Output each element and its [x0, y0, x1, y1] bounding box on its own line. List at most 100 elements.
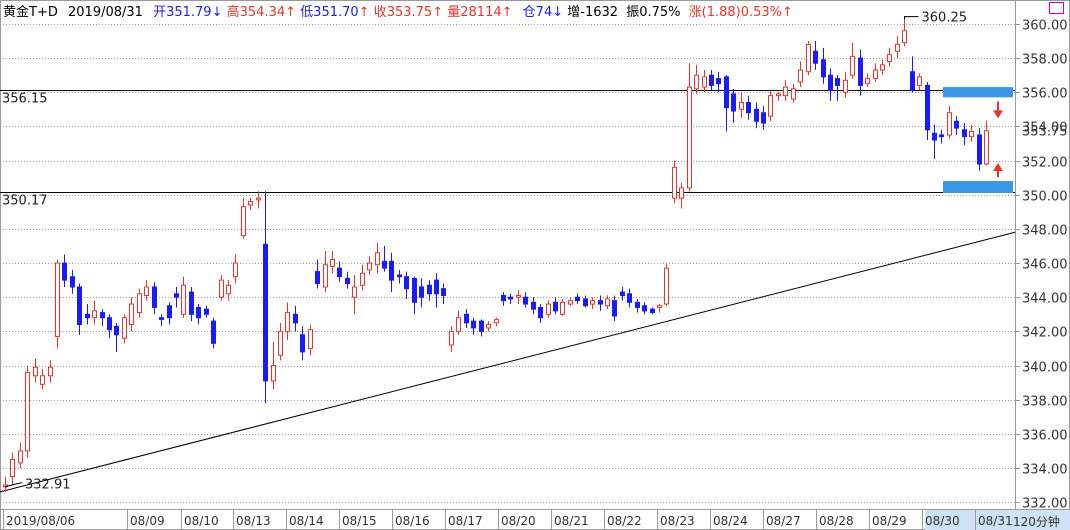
candle-body-up	[219, 279, 224, 298]
candle-body-up	[947, 112, 952, 136]
candle-body-down	[85, 313, 90, 319]
low-arrow: ↑	[359, 5, 370, 20]
y-tick-label: 340.00	[1022, 361, 1068, 376]
y-tick-label: 346.00	[1022, 258, 1068, 273]
candle-body-down	[293, 313, 298, 324]
position-arrow: ↓	[552, 5, 563, 20]
level-label: 350.17	[2, 194, 48, 209]
candle-body-up	[880, 64, 885, 71]
candle-body-down	[427, 284, 432, 295]
candle-body-down	[114, 325, 119, 336]
candle-body-up	[806, 43, 811, 73]
candle-body-down	[761, 112, 766, 124]
candle-body-up	[516, 294, 521, 298]
candle-body-up	[352, 286, 357, 298]
candle-body-up	[323, 264, 328, 288]
candle-body-up	[568, 300, 573, 305]
candle-body-down	[828, 74, 833, 92]
candle-body-down	[471, 320, 476, 329]
candle-body-up	[672, 166, 677, 199]
candle-body-down	[724, 76, 729, 109]
y-tick-label: 358.00	[1022, 53, 1068, 68]
x-tick-label: 2019/08/06	[6, 514, 75, 528]
candle-body-up	[873, 69, 878, 80]
candle-body-up	[798, 69, 803, 83]
candle-body-up	[895, 43, 900, 52]
instrument-name: 黄金T+D	[3, 4, 58, 20]
candle-body-up	[560, 301, 565, 315]
open-value: 开351.79	[153, 5, 212, 20]
x-tick-label: 08/15	[342, 514, 377, 528]
candle-body-down	[196, 306, 201, 319]
x-tick-label: 08/27	[766, 514, 801, 528]
candle-body-up	[783, 86, 788, 97]
x-tick-label: 08/10	[184, 514, 219, 528]
candle-body-down	[100, 312, 105, 319]
candle-body-up	[657, 305, 662, 308]
x-tick-label: 08/22	[607, 514, 642, 528]
candle-body-up	[375, 252, 380, 266]
period-label-bg	[925, 510, 1070, 530]
candle-body-up	[18, 450, 23, 464]
up-arrow-icon	[993, 163, 1003, 172]
candle-body-down	[709, 74, 714, 86]
candle-body-up	[850, 55, 855, 76]
window-toggle-icon[interactable]	[1049, 2, 1064, 14]
close-arrow: ↑	[432, 5, 443, 20]
candle-body-down	[650, 308, 655, 314]
candle-body-down	[635, 301, 640, 308]
candle-body-up	[330, 259, 335, 267]
x-tick-label: 08/21	[554, 514, 589, 528]
increase-value: 增-1632	[567, 5, 618, 20]
candle-body-down	[167, 305, 172, 319]
candle-body-down	[464, 313, 469, 324]
candles	[3, 19, 989, 492]
amplitude-value: 振0.75%	[626, 5, 680, 20]
trendline-path	[0, 231, 1016, 493]
candle-body-up	[129, 303, 134, 326]
candle-body-down	[835, 78, 840, 86]
change-arrow: ↑	[782, 5, 793, 20]
x-tick-label: 08/29	[872, 514, 907, 528]
min-marker-line	[4, 482, 23, 488]
candle-body-up	[33, 366, 38, 377]
candle-body-down	[954, 120, 959, 129]
candle-body-up	[360, 272, 365, 286]
candle-body-up	[241, 206, 246, 237]
candle-body-down	[612, 300, 617, 317]
change-value: 涨(1.88)0.53%	[689, 5, 782, 20]
candle-body-down	[642, 305, 647, 312]
candle-body-up	[865, 78, 870, 85]
high-value: 高354.34	[227, 4, 286, 20]
candle-body-down	[211, 320, 216, 344]
candle-body-down	[62, 262, 67, 281]
candle-body-down	[434, 279, 439, 295]
candle-body-up	[902, 30, 907, 44]
candle-body-down	[404, 276, 409, 290]
x-tick-label: 08/14	[289, 514, 324, 528]
x-tick-label: 08/24	[713, 514, 748, 528]
candle-body-down	[77, 286, 82, 326]
resistance-zone	[943, 87, 1013, 98]
candle-body-down	[337, 267, 342, 278]
period-label[interactable]: 120分钟	[1013, 514, 1060, 529]
candle-body-down	[159, 317, 164, 320]
candle-body-down	[813, 50, 818, 64]
candle-body-down	[977, 134, 982, 165]
y-tick-label: 354.00	[1022, 121, 1068, 136]
candle-body-up	[664, 267, 669, 305]
candle-body-down	[716, 78, 721, 85]
x-tick-label: 08/16	[395, 514, 430, 528]
candle-body-up	[486, 324, 491, 329]
candle-body-down	[189, 291, 194, 315]
candle-body-up	[687, 86, 692, 189]
x-tick-label: 08/30	[925, 514, 960, 528]
chart-header: 黄金T+D 2019/08/31 开351.79↓ 高354.34↑ 低351.…	[3, 4, 793, 20]
candle-body-down	[174, 293, 179, 298]
candle-body-down	[932, 132, 937, 141]
candle-body-up	[92, 310, 97, 319]
candle-body-up	[694, 74, 699, 90]
y-axis: 332.00 334.00 336.00 338.00 340.00 342.00 344.…	[1015, 19, 1068, 512]
